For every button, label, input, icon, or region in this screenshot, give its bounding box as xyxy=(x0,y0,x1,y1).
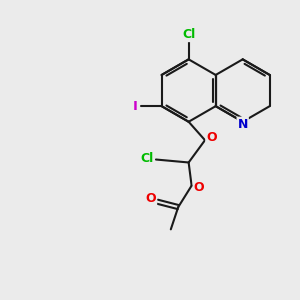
Text: O: O xyxy=(194,181,204,194)
Text: O: O xyxy=(146,192,156,205)
Text: Cl: Cl xyxy=(182,28,195,41)
Text: I: I xyxy=(133,100,138,113)
Text: Cl: Cl xyxy=(140,152,154,164)
Text: N: N xyxy=(238,118,248,130)
Text: O: O xyxy=(206,131,217,144)
